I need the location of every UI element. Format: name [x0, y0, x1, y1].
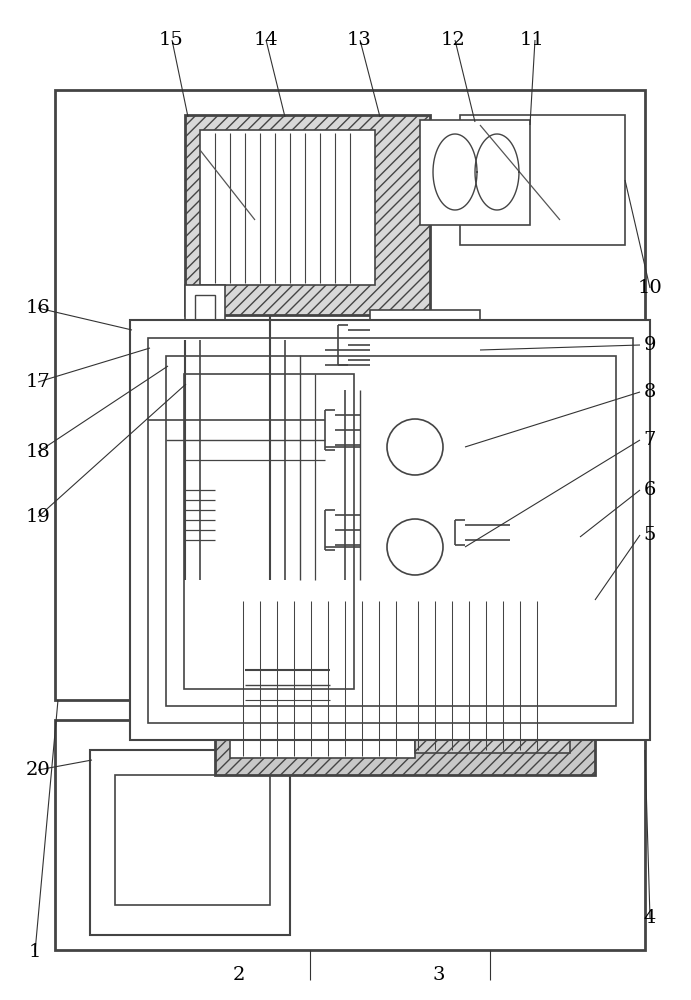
Bar	[166, 356, 616, 706]
Bar	[185, 285, 225, 340]
Text: 2: 2	[232, 966, 245, 984]
Text: 13: 13	[347, 31, 372, 49]
Bar	[130, 320, 650, 740]
Bar	[195, 295, 215, 335]
Bar	[415, 598, 570, 753]
Bar	[185, 115, 430, 315]
Bar	[420, 120, 530, 225]
Text: 1: 1	[28, 943, 41, 961]
Text: 15: 15	[159, 31, 184, 49]
Bar	[370, 310, 480, 390]
Text: 8: 8	[643, 383, 656, 401]
Text: 20: 20	[26, 761, 50, 779]
Text: 9: 9	[643, 336, 656, 354]
Text: 14: 14	[254, 31, 278, 49]
Bar	[510, 510, 580, 565]
Bar	[90, 750, 290, 935]
Bar	[330, 648, 372, 696]
Bar	[184, 374, 354, 689]
Text: 5: 5	[643, 526, 656, 544]
Text: 18: 18	[26, 443, 50, 461]
Text: 4: 4	[643, 909, 656, 927]
Bar	[55, 90, 645, 700]
Bar	[460, 115, 625, 245]
Text: 16: 16	[26, 299, 50, 317]
Text: 11: 11	[520, 31, 545, 49]
Bar	[148, 338, 633, 723]
Bar	[530, 520, 565, 555]
Text: 19: 19	[26, 508, 50, 526]
Bar	[200, 130, 375, 285]
Text: 12: 12	[440, 31, 465, 49]
Bar	[55, 720, 645, 950]
Text: 10: 10	[637, 279, 662, 297]
Bar	[115, 775, 270, 905]
Bar	[415, 320, 470, 375]
Bar	[230, 598, 415, 758]
Bar	[360, 405, 465, 490]
Text: 3: 3	[433, 966, 445, 984]
Text: 7: 7	[643, 431, 656, 449]
Bar	[360, 505, 465, 590]
Text: 17: 17	[26, 373, 50, 391]
Text: 6: 6	[643, 481, 656, 499]
Bar	[215, 580, 595, 775]
